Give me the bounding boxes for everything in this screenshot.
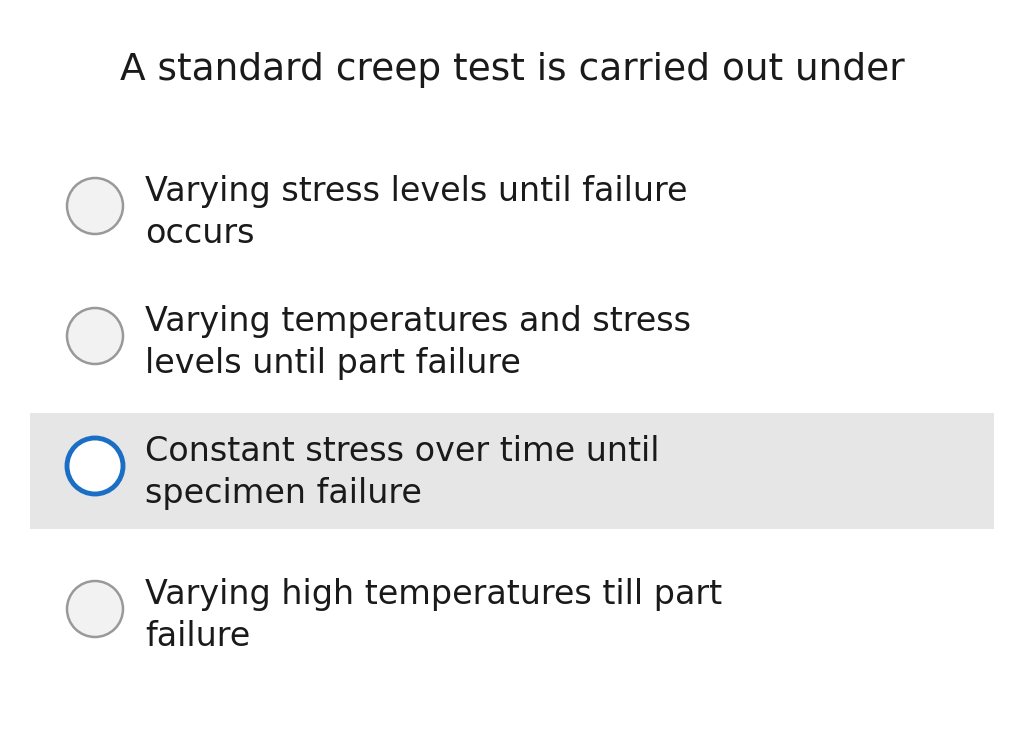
Text: Varying temperatures and stress: Varying temperatures and stress xyxy=(145,305,691,338)
Text: occurs: occurs xyxy=(145,217,255,250)
FancyBboxPatch shape xyxy=(30,413,994,529)
Text: A standard creep test is carried out under: A standard creep test is carried out und… xyxy=(120,52,904,88)
Circle shape xyxy=(67,438,123,494)
Circle shape xyxy=(67,581,123,637)
Text: specimen failure: specimen failure xyxy=(145,477,422,510)
Text: Varying high temperatures till part: Varying high temperatures till part xyxy=(145,578,722,611)
Text: Varying stress levels until failure: Varying stress levels until failure xyxy=(145,175,687,208)
Circle shape xyxy=(67,308,123,364)
Text: Constant stress over time until: Constant stress over time until xyxy=(145,435,659,468)
Circle shape xyxy=(67,178,123,234)
Text: levels until part failure: levels until part failure xyxy=(145,347,521,380)
Text: failure: failure xyxy=(145,620,250,653)
